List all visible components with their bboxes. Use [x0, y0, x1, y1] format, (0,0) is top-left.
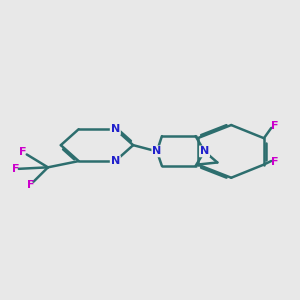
Text: N: N	[152, 146, 162, 156]
Text: F: F	[27, 180, 35, 190]
Text: F: F	[271, 122, 279, 131]
Text: N: N	[111, 156, 120, 166]
Text: N: N	[111, 124, 120, 134]
Text: N: N	[200, 146, 209, 156]
Text: F: F	[20, 147, 27, 157]
Text: F: F	[11, 164, 19, 174]
Text: F: F	[271, 158, 279, 167]
